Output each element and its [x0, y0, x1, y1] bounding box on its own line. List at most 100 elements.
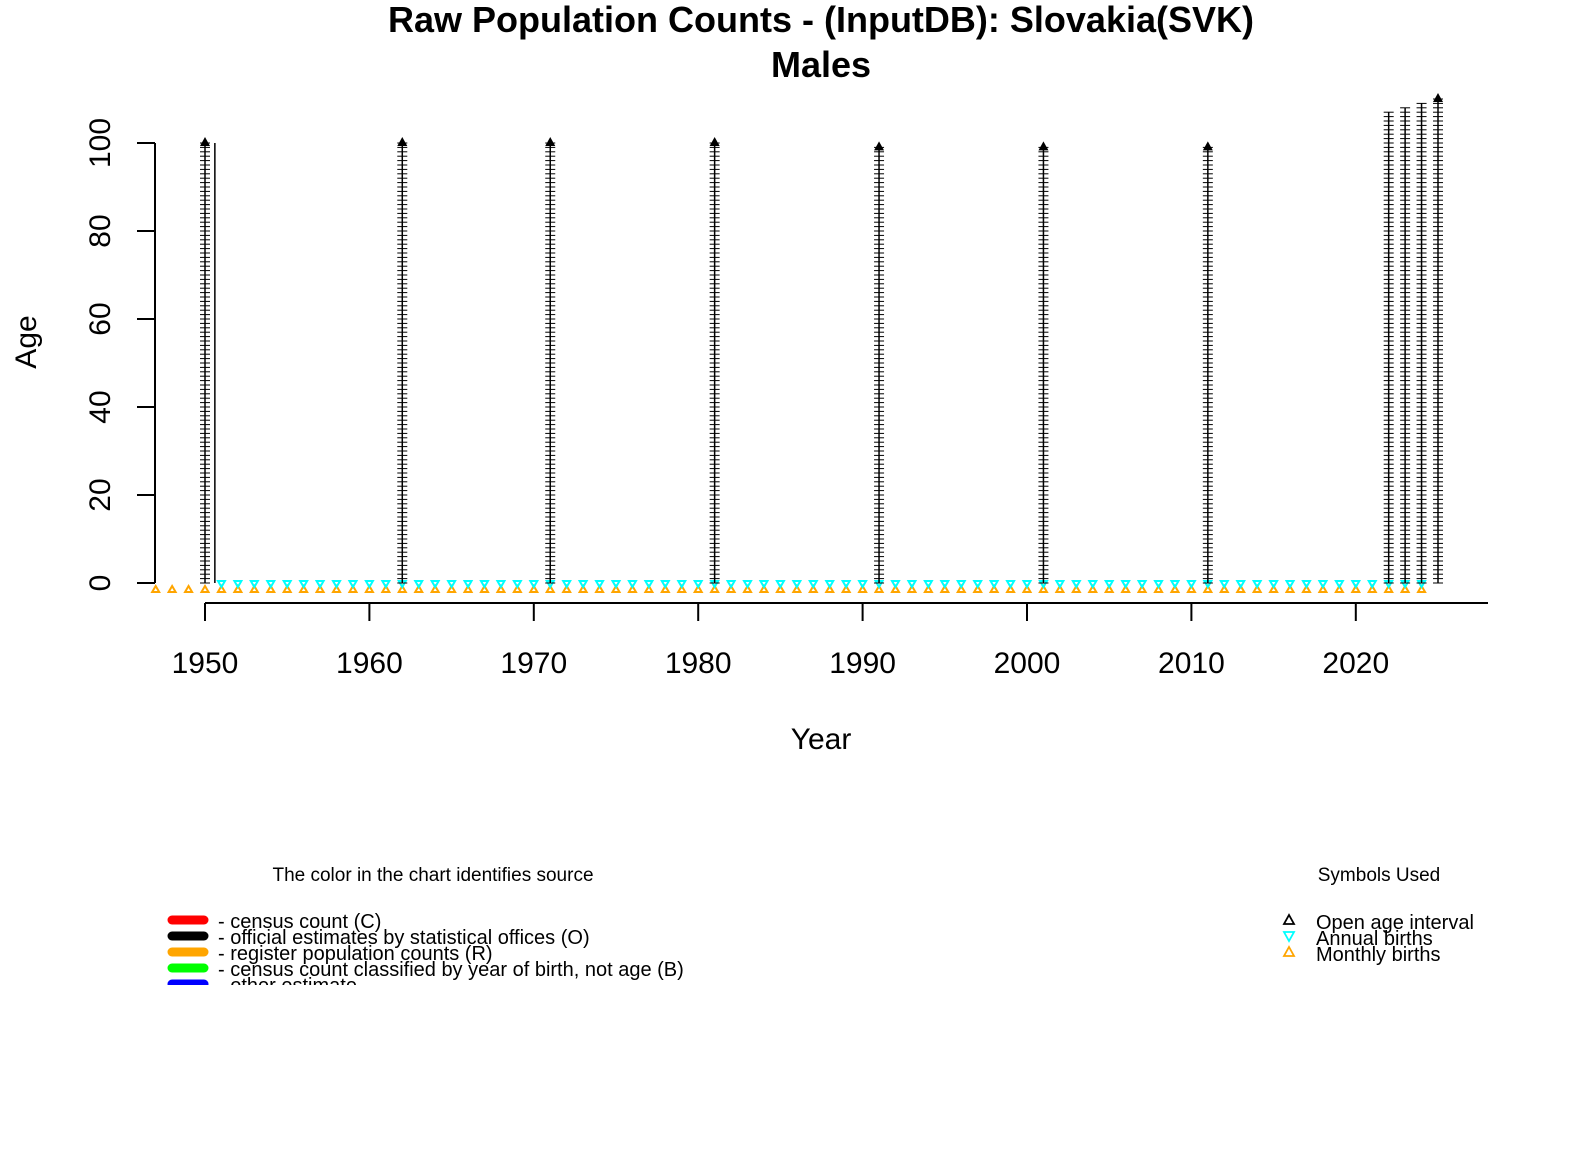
- annual-birth-point: [232, 580, 244, 589]
- monthly-birth-point: [413, 584, 424, 593]
- x-axis-label: Year: [791, 723, 852, 756]
- monthly-birth-point: [692, 584, 704, 593]
- annual-birth-point: [610, 580, 622, 589]
- x-tick-label: 2010: [1158, 647, 1225, 680]
- annual-birth-point: [791, 580, 803, 589]
- annual-birth-point: [775, 580, 786, 589]
- y-tick-label: 60: [84, 302, 117, 335]
- annual-birth-point: [1334, 580, 1345, 589]
- open-age-triangle-icon: [1038, 141, 1049, 151]
- age-column-1981: [709, 137, 720, 584]
- monthly-birth-point: [281, 584, 293, 593]
- monthly-birth-point: [364, 584, 375, 593]
- annual-birth-point: [824, 580, 835, 589]
- monthly-birth-point: [1251, 584, 1263, 593]
- annual-birth-point: [676, 580, 688, 589]
- monthly-birth-point: [758, 584, 770, 593]
- annual-birth-point: [988, 580, 1000, 589]
- monthly-birth-point: [1054, 584, 1066, 593]
- open-age-triangle-icon: [874, 141, 885, 151]
- x-tick-label: 1970: [500, 647, 567, 680]
- monthly-birth-point: [298, 584, 309, 593]
- monthly-birth-point: [1005, 584, 1016, 593]
- y-tick-label: 0: [84, 575, 117, 592]
- monthly-birth-point: [1235, 584, 1246, 593]
- annual-birth-point: [281, 580, 293, 589]
- monthly-birth-point: [873, 584, 885, 593]
- monthly-birth-point: [249, 584, 260, 593]
- annual-birth-point: [1153, 580, 1164, 589]
- monthly-birth-point: [495, 584, 507, 593]
- annual-birth-point: [512, 580, 523, 589]
- monthly-birth-point: [1103, 584, 1115, 593]
- monthly-birth-point: [955, 584, 967, 593]
- monthly-birth-point: [923, 584, 934, 593]
- monthly-birth-point: [512, 584, 523, 593]
- age-column-2024: [1416, 102, 1427, 584]
- annual-birth-point: [594, 580, 605, 589]
- monthly-birth-point: [808, 584, 819, 593]
- annual-birth-point: [1169, 580, 1181, 589]
- legend-symbols-title: Symbols Used: [1318, 865, 1441, 886]
- annual-birth-point: [347, 580, 359, 589]
- age-column-2023: [1400, 107, 1411, 584]
- y-axis-label: Age: [10, 315, 43, 368]
- y-tick-label: 80: [84, 214, 117, 247]
- monthly-birth-point: [709, 584, 720, 593]
- annual-birth-point: [1103, 580, 1115, 589]
- monthly-birth-point: [676, 584, 688, 593]
- legend-symbol-label: Monthly births: [1316, 944, 1441, 966]
- annual-birth-point: [446, 580, 457, 589]
- annual-birth-point: [1071, 580, 1082, 589]
- chart-title: Raw Population Counts - (InputDB): Slova…: [388, 0, 1254, 40]
- monthly-birth-point: [265, 584, 277, 593]
- annual-birth-point: [660, 580, 671, 589]
- annual-birth-point: [939, 580, 951, 589]
- monthly-birth-point: [183, 584, 194, 593]
- monthly-birth-point: [890, 584, 901, 593]
- monthly-birth-point: [742, 584, 753, 593]
- monthly-birth-point: [216, 584, 227, 593]
- monthly-birth-point: [1120, 584, 1131, 593]
- monthly-birth-point: [347, 584, 359, 593]
- monthly-birth-point: [725, 584, 737, 593]
- open-age-triangle-icon: [545, 137, 556, 146]
- monthly-birth-point: [1416, 584, 1427, 593]
- annual-birth-point: [890, 580, 901, 589]
- legend-source-label: - census count classified by year of bir…: [218, 959, 684, 981]
- monthly-birth-point: [561, 584, 572, 593]
- age-column-1962: [397, 137, 408, 584]
- monthly-birth-point: [1284, 584, 1296, 593]
- monthly-birth-point: [791, 584, 803, 593]
- monthly-birth-point: [939, 584, 951, 593]
- annual-birth-point: [1284, 580, 1296, 589]
- x-tick-label: 1980: [665, 647, 732, 680]
- open-age-triangle-icon: [200, 137, 210, 146]
- monthly-birth-point: [544, 584, 556, 593]
- age-column-2011: [1202, 141, 1213, 584]
- age-column-2022: [1383, 111, 1394, 584]
- open-age-triangle-icon: [1433, 93, 1443, 102]
- annual-birth-point: [528, 580, 540, 589]
- monthly-birth-point: [1071, 584, 1082, 593]
- age-column-1991: [874, 141, 885, 584]
- legend-symbol-label: Open age interval: [1316, 912, 1474, 934]
- monthly-birth-point: [857, 584, 868, 593]
- monthly-birth-point: [380, 584, 392, 593]
- monthly-birth-point: [1219, 584, 1230, 593]
- monthly-birth-point: [1169, 584, 1181, 593]
- annual-birth-point: [314, 580, 326, 589]
- monthly-birth-point: [1136, 584, 1148, 593]
- y-tick-label: 100: [84, 118, 117, 168]
- monthly-birth-point: [1153, 584, 1164, 593]
- monthly-birth-point: [1334, 584, 1345, 593]
- monthly-birth-point: [972, 584, 983, 593]
- annual-birth-point: [265, 580, 277, 589]
- annual-birth-point: [692, 580, 704, 589]
- annual-birth-point: [1120, 580, 1131, 589]
- annual-birth-point: [643, 580, 655, 589]
- monthly-birth-point: [166, 584, 178, 593]
- x-tick-label: 2020: [1322, 647, 1389, 680]
- monthly-birth-point: [643, 584, 655, 593]
